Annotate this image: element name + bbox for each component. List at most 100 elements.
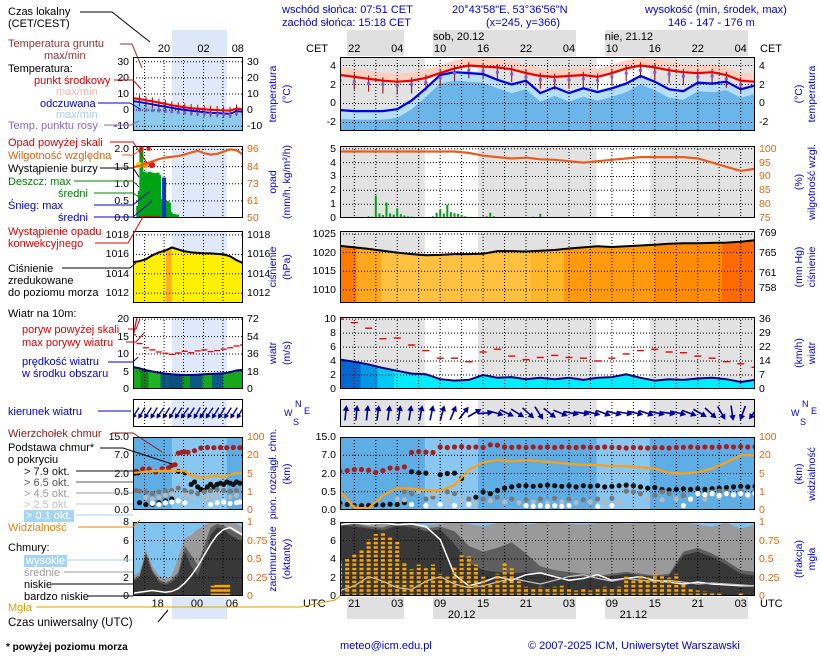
- y-tick-left: 0: [330, 212, 336, 224]
- y-tick-left: 7.0: [114, 449, 129, 461]
- y-tick-right: 72: [247, 313, 259, 325]
- cet-tick: 10: [434, 43, 447, 55]
- night-strip-top: [347, 30, 405, 56]
- y-tick-right: 0: [759, 383, 765, 395]
- sunset-time: zachód słońca: 15:18 CET: [282, 17, 412, 29]
- y-tick-left: 6: [330, 535, 336, 547]
- cet-tick: 10: [605, 43, 619, 55]
- y-tick-left: 1: [330, 198, 336, 210]
- utc-tick: 09: [605, 598, 619, 610]
- legend-label: średni: [58, 188, 88, 200]
- day-label: nie, 21.12: [604, 31, 654, 43]
- mini-strip-top: [171, 30, 227, 56]
- y-tick-right: 30: [247, 56, 259, 68]
- legend-label: > 2.5 okt.: [24, 499, 70, 511]
- legend-label: Widzialność: [8, 522, 67, 534]
- y-tick-right: 20: [759, 449, 771, 461]
- y-tick-right: -2: [759, 116, 769, 128]
- y-tick-right: 4: [759, 60, 765, 72]
- y-tick-left: 2: [330, 184, 336, 196]
- legend-label: max/min: [56, 109, 98, 121]
- panel-mini-temp: [133, 57, 243, 131]
- copyright-notice: © 2007-2025 ICM, Uniwersytet Warszawski: [528, 640, 740, 652]
- legend-label: Wierzchołek chmur: [8, 428, 102, 440]
- y-tick-right: 0.75: [759, 535, 780, 547]
- legend-label: max/min: [56, 86, 98, 98]
- y-tick-right: 20: [247, 72, 259, 84]
- y-tick-right: 0.25: [759, 572, 780, 584]
- y-tick-right: 1: [759, 516, 765, 528]
- utc-tick: 21: [519, 598, 533, 610]
- y-tick-right: 0: [247, 590, 253, 602]
- night-strip-bottom: [347, 597, 405, 619]
- utc-label-bottom-right: UTC: [760, 598, 783, 610]
- y-tick-left: 1014: [105, 268, 129, 280]
- panel-mini-opad: [133, 146, 243, 218]
- y-tick-right: 761: [759, 267, 777, 279]
- cet-tick-mini: 02: [197, 43, 210, 55]
- y-tick-right: 22: [759, 341, 771, 353]
- y-tick-left: 2: [330, 572, 336, 584]
- legend-label: prędkość wiatru: [22, 356, 100, 368]
- y-tick-left: 4: [123, 553, 129, 565]
- panel-mini-okta: [133, 522, 243, 596]
- utc-tick: 15: [476, 598, 490, 610]
- y-tick-left: 4: [330, 60, 336, 72]
- contact-email-link[interactable]: meteo@icm.edu.pl: [340, 640, 432, 652]
- y-tick-right: 758: [759, 282, 777, 294]
- utc-tick: 03: [734, 598, 747, 610]
- legend-label: średni: [58, 212, 88, 224]
- cet-tick-mini: 20: [157, 43, 171, 55]
- legend-label: do poziomu morza: [8, 287, 99, 299]
- panel-main-wind: [340, 317, 755, 389]
- legend-label: Deszcz: max: [8, 176, 71, 188]
- y-tick-right: 100: [759, 143, 777, 155]
- legend-label: wysokie: [24, 555, 68, 567]
- legend-label: punkt środkowy: [34, 75, 111, 87]
- panel-mini-cloud: [133, 437, 243, 510]
- panel-main-press: [340, 231, 755, 303]
- legend-label: Opad powyżej skali: [8, 137, 103, 149]
- legend-label: Temp. punktu rosy: [8, 120, 98, 132]
- compass-e: E: [811, 406, 818, 416]
- y-tick-right: 54: [247, 331, 259, 343]
- legend-label: w środku obszaru: [22, 368, 109, 380]
- altitude-label: wysokość (min, środek, max): [645, 4, 787, 16]
- y-tick-left: 20: [117, 72, 129, 84]
- legend-label: Podstawa chmur*: [8, 442, 95, 454]
- y-tick-left: 2: [330, 79, 336, 91]
- y-tick-left: 0.5: [321, 486, 336, 498]
- date-label: 20.12: [447, 609, 476, 621]
- y-tick-left: 0.0: [114, 504, 129, 516]
- y-tick-right: 73: [247, 178, 259, 190]
- y-tick-right: 0.5: [759, 553, 774, 565]
- y-tick-right: 20: [247, 449, 259, 461]
- night-strip-top: [433, 30, 577, 56]
- y-tick-left: 1025: [312, 228, 336, 240]
- y-tick-left: 2.0: [114, 143, 129, 155]
- y-tick-left: 4: [330, 355, 336, 367]
- y-tick-right: 2: [759, 79, 765, 91]
- legend-label: Czas lokalny: [8, 6, 71, 18]
- y-tick-left: 0: [330, 383, 336, 395]
- panel-main-cloud: [340, 437, 755, 510]
- cet-tick: 04: [734, 43, 747, 55]
- legend-label: Wilgotność względna: [8, 150, 112, 162]
- y-tick-left: 4: [330, 157, 336, 169]
- y-tick-right: 0: [759, 97, 765, 109]
- legend-label: o pokryciu: [8, 454, 59, 466]
- y-tick-right: 29: [759, 327, 771, 339]
- cet-tick: 16: [648, 43, 661, 55]
- panel-main-okta: [340, 522, 755, 596]
- compass-s: S: [800, 417, 807, 427]
- y-tick-left: 0.0: [321, 504, 336, 516]
- y-tick-left: 30: [117, 56, 129, 68]
- y-tick-left: 0.5: [114, 486, 129, 498]
- y-tick-right: 100: [759, 431, 777, 443]
- night-strip-bottom: [604, 597, 748, 619]
- y-tick-left: 1012: [105, 287, 129, 299]
- legend-label: średnie: [24, 567, 61, 579]
- legend-label: > 6.5 okt.: [24, 477, 70, 489]
- y-tick-left: 10: [117, 348, 129, 360]
- y-tick-left: 5: [123, 366, 129, 378]
